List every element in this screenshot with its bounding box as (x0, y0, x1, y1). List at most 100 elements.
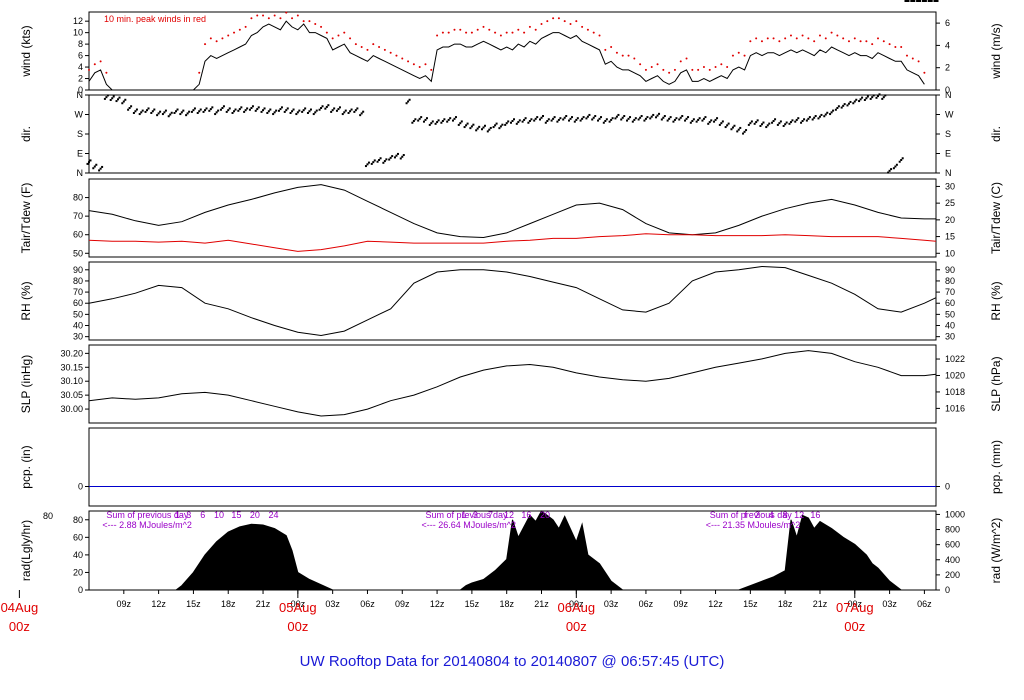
x-tick-label: 15z (743, 599, 758, 609)
wind-peak-point (534, 28, 537, 31)
dir-point (469, 127, 472, 130)
dir-point (115, 100, 118, 103)
wind-left-axis-label: wind (kts) (19, 25, 33, 77)
rad-hour-marker: f (744, 510, 747, 520)
dir-point (280, 106, 283, 109)
dir-point (440, 121, 443, 124)
wind-peak-point (349, 37, 352, 40)
dir-point (233, 110, 236, 113)
wind-peak-point (743, 54, 746, 57)
dir-point (894, 165, 897, 168)
rad-hour-marker: 12 (504, 510, 514, 520)
dir-point (182, 109, 185, 112)
dir-point (449, 117, 452, 120)
wind-peak-point (830, 31, 833, 34)
rad-hour-marker: 7 (488, 510, 493, 520)
dir-point (861, 96, 864, 99)
dir-right-tick-label: N (945, 90, 952, 100)
dir-point (507, 120, 510, 123)
dir-point (713, 120, 716, 123)
rad-right-tick-label: 0 (945, 585, 950, 595)
dir-left-tick-label: N (77, 90, 84, 100)
rh-left-tick-label: 70 (73, 287, 83, 297)
dir-point (791, 119, 794, 122)
x-tick-label: 06z (639, 599, 654, 609)
rad-hour-marker: 8 (783, 510, 788, 520)
dir-point (269, 108, 272, 111)
dir-point (611, 117, 614, 120)
dir-point (652, 113, 655, 116)
dir-point (788, 122, 791, 125)
x-date-label: 05Aug (279, 600, 317, 615)
wind-left-tick-label: 10 (73, 28, 83, 38)
wind-peak-point (847, 40, 850, 43)
x-tick-label: 09z (673, 599, 688, 609)
dir-left-tick-label: E (77, 149, 83, 159)
dir-point (872, 94, 875, 97)
dir-point (122, 100, 125, 103)
dir-point (919, 0, 922, 2)
dir-point (494, 124, 497, 127)
dir-point (666, 119, 669, 122)
rh-right-tick-label: 90 (945, 265, 955, 275)
rh-right-tick-label: 50 (945, 309, 955, 319)
dir-point (402, 154, 405, 157)
dir-point (478, 125, 481, 128)
dir-point (930, 0, 933, 2)
wind-peak-point (209, 37, 212, 40)
wind-peak-point (673, 68, 676, 71)
dir-point (412, 120, 415, 122)
dir-point (774, 118, 777, 121)
dir-point (434, 122, 437, 125)
dir-point (141, 109, 144, 112)
dir-point (702, 117, 705, 120)
dir-point (431, 120, 434, 123)
dir-point (540, 116, 543, 119)
wind-peak-point (215, 40, 218, 43)
dir-point (935, 0, 937, 2)
dir-point (170, 111, 173, 114)
dir-point (553, 116, 556, 119)
dir-point (504, 123, 507, 126)
dir-point (853, 100, 856, 103)
dir-point (858, 100, 861, 103)
dir-point (451, 119, 454, 122)
x-tick-label: 21z (256, 599, 271, 609)
dir-left-axis-label: dir. (19, 126, 33, 142)
pcp-right-tick-label: 0 (945, 482, 950, 492)
slp-left-tick-label: 30.15 (60, 362, 83, 372)
dir-point (923, 0, 926, 2)
wind-peak-point (563, 20, 566, 23)
dir-point (724, 126, 727, 129)
x-tick-label: 21z (813, 599, 828, 609)
dir-point (697, 118, 700, 121)
dir-point (907, 0, 910, 2)
dir-point (805, 119, 808, 122)
dir-point (871, 96, 874, 99)
wind-peak-point (354, 43, 357, 46)
rh-left-tick-label: 50 (73, 309, 83, 319)
wind-peak-point (871, 43, 874, 46)
dir-point (483, 124, 486, 127)
dir-point (204, 109, 207, 112)
dir-point (627, 117, 630, 120)
dir-point (459, 122, 462, 125)
dir-point (565, 115, 568, 118)
dir-point (789, 121, 792, 124)
dir-point (121, 102, 124, 105)
dir-point (795, 118, 798, 121)
wind-peak-point (227, 34, 230, 37)
wind-peak-point (436, 34, 439, 37)
dir-point (132, 111, 135, 114)
rad-summary-value: <--- 26.64 MJoules/m^2 (421, 520, 516, 530)
rad-right-tick-label: 600 (945, 540, 960, 550)
dir-point (286, 107, 289, 110)
dir-point (847, 102, 850, 105)
dir-point (130, 105, 133, 108)
dir-point (127, 108, 130, 111)
rad-right-tick-label: 1000 (945, 509, 965, 519)
dir-point (95, 163, 98, 166)
dir-point (257, 106, 260, 109)
temp-right-tick-label: 20 (945, 215, 955, 225)
dir-point (534, 117, 537, 120)
